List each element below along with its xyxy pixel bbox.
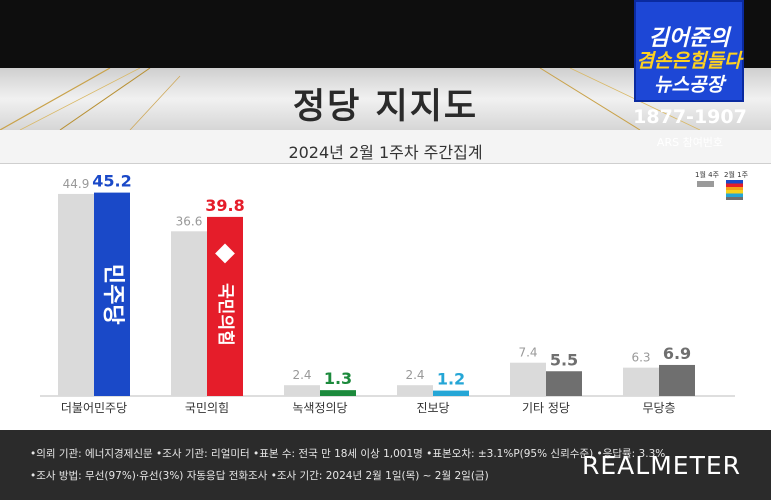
bar-curr-2	[320, 390, 356, 396]
ars-label: ARS 참여번호	[656, 136, 724, 149]
label-curr-4: 5.5	[550, 350, 578, 369]
legend-label-prev: 1월 4주	[695, 171, 720, 179]
legend-swatch-prev	[697, 181, 714, 187]
bar-prev-2	[284, 385, 320, 396]
category-label-1: 국민의힘	[185, 401, 229, 415]
bar-prev-0	[58, 193, 94, 396]
bar-prev-3	[397, 385, 433, 396]
category-label-0: 더불어민주당	[61, 401, 127, 415]
label-prev-2: 2.4	[292, 368, 311, 382]
label-curr-2: 1.3	[324, 369, 352, 388]
bar-curr-3	[433, 390, 469, 396]
footer-panel	[0, 430, 771, 500]
footnote-line-2: •조사 방법: 무선(97%)·유선(3%) 자동응답 전화조사 •조사 기간:…	[30, 470, 489, 482]
bar-chart: 44.9 45.2 더불어민주당 36.639.8 국민의힘 2.4 1.3 녹색정의당 2.4…	[40, 172, 735, 415]
party-mark-0: 민주당	[100, 264, 125, 325]
category-label-4: 기타 정당	[522, 401, 570, 415]
category-label-5: 무당층	[642, 401, 675, 415]
bar-curr-4	[546, 371, 582, 396]
bar-curr-5	[659, 364, 695, 396]
label-curr-5: 6.9	[663, 344, 691, 363]
bar-prev-5	[623, 367, 659, 396]
logo-line-2: 겸손은힘들다	[636, 50, 742, 72]
legend-swatch-curr	[726, 180, 743, 200]
bar-prev-1	[171, 231, 207, 396]
label-curr-3: 1.2	[437, 370, 465, 389]
label-prev-3: 2.4	[405, 368, 424, 382]
category-label-2: 녹색정의당	[292, 401, 347, 415]
label-prev-0: 44.9	[63, 177, 90, 191]
label-prev-5: 6.3	[631, 351, 650, 365]
category-label-3: 진보당	[416, 401, 449, 415]
label-prev-1: 36.6	[176, 214, 203, 228]
phone-number: 1877-1907	[633, 106, 747, 128]
bar-prev-4	[510, 362, 546, 396]
chart-panel: 44.9 45.2 더불어민주당 36.6 39.8 국민의힘 2.4 1.3 녹색정의당 2.4…	[0, 164, 771, 430]
chart-title: 정당 지지도	[292, 87, 479, 127]
subtitle-band	[0, 130, 771, 164]
party-mark-1: 국민의힘	[215, 283, 236, 346]
brand-logo: REALMETER	[582, 451, 741, 480]
label-prev-4: 7.4	[518, 346, 537, 360]
label-curr-1: 39.8	[205, 196, 244, 215]
chart-subtitle: 2024년 2월 1주차 주간집계	[288, 143, 483, 162]
logo-line-3: 뉴스공장	[654, 74, 724, 96]
legend-label-curr: 2월 1주	[724, 171, 749, 179]
logo-line-1: 김어준의	[648, 26, 730, 51]
bar-curr-0	[94, 192, 130, 396]
label-curr-0: 45.2	[92, 172, 131, 191]
footnote-line-1: •의뢰 기관: 에너지경제신문 •조사 기관: 리얼미터 •표본 수: 전국 만…	[30, 448, 666, 460]
show-logo: 김어준의 겸손은힘들다 뉴스공장	[634, 0, 744, 102]
